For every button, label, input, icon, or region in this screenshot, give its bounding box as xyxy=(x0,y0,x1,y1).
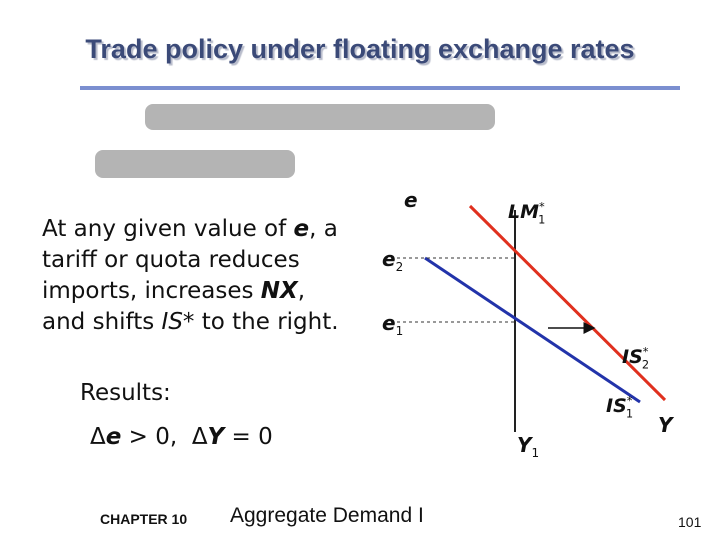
label-main: IS xyxy=(606,395,627,417)
label-sub: 1 xyxy=(626,407,633,421)
is2-label: IS* 2 xyxy=(622,344,649,371)
label-sup: * xyxy=(643,344,649,358)
text-run: IS* xyxy=(161,309,195,335)
body-text: At any given value of e, a tariff or quo… xyxy=(42,214,352,338)
label-main: LM xyxy=(508,201,539,223)
label-main: e xyxy=(382,247,396,271)
text-run: = 0 xyxy=(224,424,273,450)
results-line: Δe > 0, ΔY = 0 xyxy=(90,424,273,450)
footer-subject: Aggregate Demand I xyxy=(230,504,424,527)
text-run: , a tariff or quota reduces imports, inc… xyxy=(42,216,338,304)
label-sup: * xyxy=(627,393,633,407)
text-run: e xyxy=(293,216,310,242)
label-sup: * xyxy=(539,199,545,213)
results-heading: Results: xyxy=(80,380,171,406)
label-sub: 1 xyxy=(531,446,539,460)
is2-curve xyxy=(468,204,667,402)
title-rule xyxy=(80,86,680,90)
garbled-formula xyxy=(95,104,495,178)
label-sub: 2 xyxy=(642,358,649,372)
label-sub: 1 xyxy=(396,324,404,338)
text-run: Δ xyxy=(90,424,106,450)
footer-page: 101 xyxy=(678,514,702,530)
slide-title: Trade policy under floating exchange rat… xyxy=(85,34,635,64)
text-run: NX xyxy=(260,278,298,304)
text-run: to the right. xyxy=(194,309,339,335)
is1-label: IS* 1 xyxy=(606,393,633,420)
footer-chapter: CHAPTER 10 xyxy=(100,511,188,527)
e2-label: e2 xyxy=(382,247,403,274)
label-sub: 1 xyxy=(538,213,545,227)
axis-label: Y xyxy=(658,413,675,437)
text-run: e xyxy=(105,424,122,450)
text-run: Δ xyxy=(191,424,208,450)
e1-label: e1 xyxy=(382,311,403,338)
text-run: Y xyxy=(207,424,225,450)
is1-curve xyxy=(424,256,641,404)
text-run: > 0, xyxy=(121,424,192,450)
label-main: e xyxy=(382,311,396,335)
text-run: At any given value of xyxy=(42,216,294,242)
label-main: Y xyxy=(517,433,534,457)
y1-label: Y1 xyxy=(517,433,539,460)
text-run: , and shifts xyxy=(42,278,306,335)
axis-label: e xyxy=(404,188,418,212)
label-main: IS xyxy=(622,346,643,368)
label-sub: 2 xyxy=(396,260,404,274)
lm-label: LM* 1 xyxy=(508,199,545,226)
